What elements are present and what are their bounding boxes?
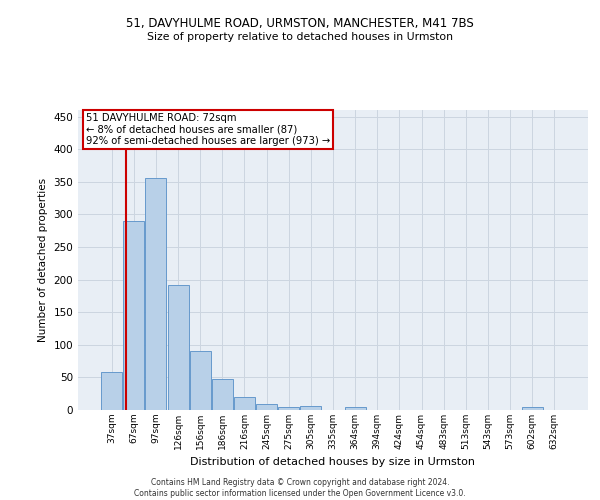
Bar bbox=[145, 178, 166, 410]
Text: 51, DAVYHULME ROAD, URMSTON, MANCHESTER, M41 7BS: 51, DAVYHULME ROAD, URMSTON, MANCHESTER,… bbox=[126, 18, 474, 30]
X-axis label: Distribution of detached houses by size in Urmston: Distribution of detached houses by size … bbox=[191, 458, 476, 468]
Bar bbox=[278, 406, 299, 410]
Y-axis label: Number of detached properties: Number of detached properties bbox=[38, 178, 48, 342]
Bar bbox=[124, 221, 145, 410]
Bar bbox=[256, 404, 277, 410]
Bar bbox=[167, 285, 188, 410]
Text: 51 DAVYHULME ROAD: 72sqm
← 8% of detached houses are smaller (87)
92% of semi-de: 51 DAVYHULME ROAD: 72sqm ← 8% of detache… bbox=[86, 113, 330, 146]
Text: Size of property relative to detached houses in Urmston: Size of property relative to detached ho… bbox=[147, 32, 453, 42]
Bar bbox=[301, 406, 322, 410]
Bar bbox=[190, 352, 211, 410]
Bar bbox=[344, 406, 365, 410]
Bar bbox=[234, 397, 255, 410]
Bar bbox=[212, 380, 233, 410]
Bar bbox=[521, 406, 542, 410]
Bar bbox=[101, 372, 122, 410]
Text: Contains HM Land Registry data © Crown copyright and database right 2024.
Contai: Contains HM Land Registry data © Crown c… bbox=[134, 478, 466, 498]
